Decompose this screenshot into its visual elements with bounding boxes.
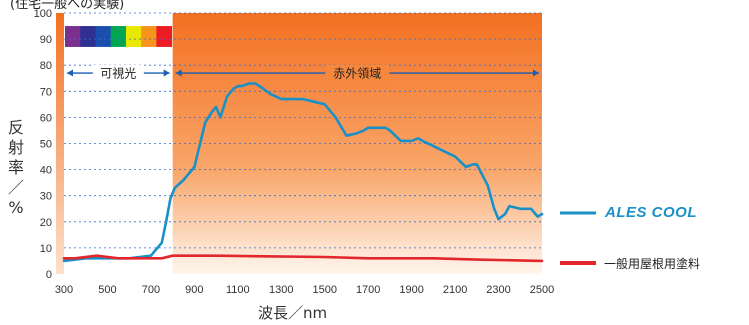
spectrum-swatch — [65, 26, 81, 47]
y-tick-label: 80 — [40, 60, 52, 72]
y-tick-label: 90 — [40, 34, 52, 46]
infrared-region-band — [172, 13, 543, 274]
spectrum-swatch — [125, 26, 142, 47]
x-tick-label: 700 — [142, 284, 160, 296]
spectrum-swatch — [95, 26, 112, 47]
x-tick-label: 2100 — [443, 284, 467, 296]
y-tick-label: 10 — [40, 243, 52, 255]
y-tick-label: 30 — [40, 191, 52, 203]
series-line-general-paint — [62, 254, 544, 263]
x-tick-label: 2300 — [486, 284, 510, 296]
region-arrowhead-right — [163, 69, 170, 77]
region-arrowhead-left — [175, 69, 182, 77]
x-tick-label: 1300 — [269, 284, 293, 296]
x-tick-label: 900 — [185, 284, 203, 296]
x-tick-label: 300 — [55, 284, 73, 296]
x-axis-label: 波長／nm — [258, 304, 328, 322]
x-tick-label: 1500 — [312, 284, 336, 296]
x-tick-label: 1100 — [226, 284, 250, 296]
y-tick-label: 50 — [40, 139, 52, 151]
spectrum-swatch — [156, 26, 173, 47]
y-axis-gradient-strip — [56, 13, 64, 274]
x-tick-label: 1900 — [399, 284, 423, 296]
y-tick-label: 100 — [34, 8, 52, 20]
spectrum-swatch — [110, 26, 127, 47]
region-arrowhead-right — [533, 69, 539, 77]
x-tick-label: 500 — [98, 284, 116, 296]
y-axis-label: 反射率／% — [7, 118, 24, 217]
legend-label-general-paint: 一般用屋根用塗料 — [604, 257, 701, 271]
y-tick-label: 70 — [40, 86, 52, 98]
legend-label-ales-cool: ALES COOL — [605, 204, 698, 221]
spectrum-swatch — [141, 26, 157, 47]
x-tick-label: 2500 — [530, 284, 554, 296]
region-label: 可視光 — [100, 66, 136, 81]
y-tick-label: 20 — [40, 217, 52, 229]
x-tick-label: 1700 — [356, 284, 380, 296]
region-label-bg — [325, 65, 390, 82]
chart-title: (住宅一般への実験) — [10, 0, 125, 12]
region-label: 赤外領域 — [333, 66, 381, 81]
y-tick-label: 0 — [46, 269, 52, 281]
y-tick-label: 60 — [40, 112, 52, 124]
region-label-bg — [92, 65, 144, 82]
series-line-ales-cool — [62, 82, 544, 263]
y-tick-label: 40 — [40, 165, 52, 177]
spectrum-swatch — [80, 26, 96, 47]
region-arrowhead-left — [67, 69, 73, 77]
